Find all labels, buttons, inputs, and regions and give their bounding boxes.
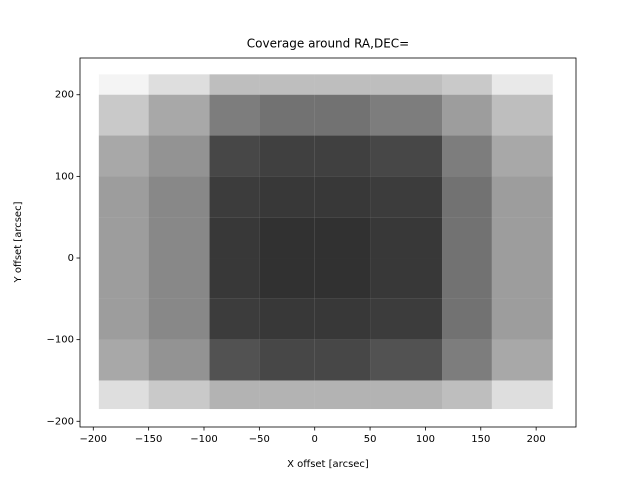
coverage-cell — [491, 217, 553, 259]
coverage-cell — [491, 176, 553, 218]
coverage-cell — [259, 94, 315, 136]
coverage-cell — [314, 176, 371, 218]
coverage-cell — [259, 380, 315, 410]
coverage-cell — [314, 135, 371, 177]
coverage-cell — [314, 94, 371, 136]
coverage-cell — [209, 258, 260, 299]
coverage-cell — [98, 94, 149, 136]
coverage-cell — [370, 380, 443, 410]
y-tick-label: 200 — [55, 90, 74, 101]
coverage-cell — [259, 135, 315, 177]
coverage-cell — [209, 176, 260, 218]
coverage-cell — [314, 380, 371, 410]
coverage-cell — [98, 339, 149, 381]
coverage-cell — [209, 339, 260, 381]
coverage-cell — [442, 217, 492, 259]
coverage-cell — [442, 258, 492, 299]
coverage-cell — [148, 74, 210, 95]
y-tick-label: 100 — [55, 171, 74, 182]
coverage-cell — [148, 217, 210, 259]
coverage-cell — [314, 74, 371, 95]
coverage-cell — [370, 74, 443, 95]
coverage-cell — [370, 339, 443, 381]
coverage-cell — [209, 74, 260, 95]
x-tick-label: −200 — [80, 434, 107, 445]
coverage-cell — [148, 94, 210, 136]
x-tick-label: 100 — [416, 434, 435, 445]
coverage-cell — [98, 74, 149, 95]
coverage-cell — [98, 298, 149, 340]
coverage-cell — [314, 217, 371, 259]
coverage-cell — [209, 217, 260, 259]
coverage-cell — [98, 217, 149, 259]
coverage-cell — [259, 217, 315, 259]
x-tick-label: −100 — [190, 434, 217, 445]
coverage-cell — [148, 176, 210, 218]
coverage-cell — [370, 217, 443, 259]
coverage-cell — [148, 298, 210, 340]
coverage-cell — [259, 298, 315, 340]
coverage-cell — [259, 176, 315, 218]
coverage-cell — [491, 74, 553, 95]
coverage-cell — [491, 298, 553, 340]
coverage-cell — [314, 258, 371, 299]
coverage-cell — [491, 135, 553, 177]
coverage-cell — [442, 380, 492, 410]
coverage-cell — [370, 94, 443, 136]
coverage-cell — [98, 380, 149, 410]
x-tick-label: 50 — [364, 434, 377, 445]
x-axis-label: X offset [arcsec] — [287, 459, 369, 470]
coverage-cell — [491, 380, 553, 410]
coverage-cell — [370, 258, 443, 299]
coverage-cell — [442, 135, 492, 177]
coverage-cell — [98, 176, 149, 218]
x-tick-label: 150 — [471, 434, 490, 445]
coverage-cell — [314, 298, 371, 340]
coverage-cell — [442, 74, 492, 95]
coverage-cell — [209, 94, 260, 136]
coverage-cell — [98, 135, 149, 177]
coverage-cell — [148, 380, 210, 410]
coverage-cell — [442, 298, 492, 340]
y-tick-label: −100 — [47, 335, 74, 346]
coverage-cell — [370, 135, 443, 177]
coverage-cell — [209, 298, 260, 340]
coverage-cell — [98, 258, 149, 299]
coverage-cell — [370, 176, 443, 218]
coverage-cell — [442, 176, 492, 218]
coverage-cell — [209, 380, 260, 410]
chart-title: Coverage around RA,DEC= — [247, 37, 409, 51]
y-tick-label: 0 — [68, 253, 74, 264]
x-tick-label: −50 — [249, 434, 270, 445]
coverage-cell — [259, 74, 315, 95]
coverage-cell — [148, 258, 210, 299]
coverage-cell — [370, 298, 443, 340]
y-axis-label: Y offset [arcsec] — [13, 201, 24, 283]
coverage-cell — [259, 339, 315, 381]
coverage-cell — [209, 135, 260, 177]
x-tick-label: 200 — [527, 434, 546, 445]
coverage-cell — [491, 94, 553, 136]
x-tick-label: 0 — [312, 434, 318, 445]
y-tick-label: −200 — [47, 416, 74, 427]
plot-frame — [79, 57, 577, 428]
coverage-cell — [148, 135, 210, 177]
coverage-cell — [491, 339, 553, 381]
coverage-cell — [259, 258, 315, 299]
coverage-cell — [442, 339, 492, 381]
coverage-cell — [491, 258, 553, 299]
coverage-cell — [442, 94, 492, 136]
coverage-cell — [148, 339, 210, 381]
x-tick-label: −150 — [135, 434, 162, 445]
coverage-cell — [314, 339, 371, 381]
